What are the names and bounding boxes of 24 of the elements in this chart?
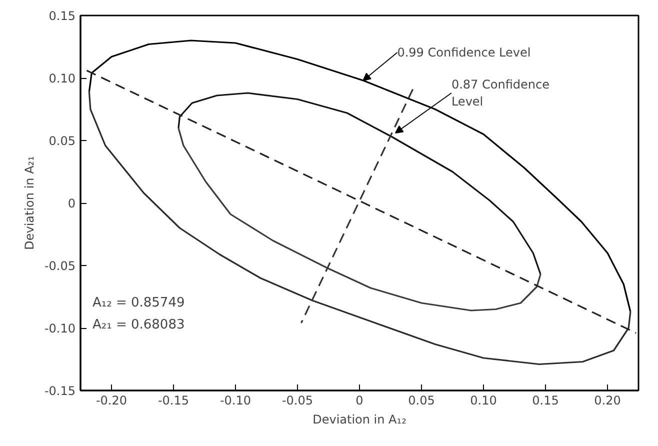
x-tick-label: -0.15 xyxy=(158,394,190,408)
x-tick-label: 0.10 xyxy=(470,394,497,408)
annotation: A₂₁ = 0.68083 xyxy=(92,318,185,332)
x-tick-label: -0.20 xyxy=(96,394,128,408)
x-tick-label: 0.05 xyxy=(408,394,435,408)
y-tick-label: 0.15 xyxy=(48,9,76,23)
x-tick-label: 0.15 xyxy=(532,394,559,408)
line-series xyxy=(88,40,632,313)
x-tick-label: 0 xyxy=(356,394,364,408)
x-tick-label: -0.10 xyxy=(220,394,252,408)
line-series xyxy=(178,92,542,276)
y-tick-label: -0.15 xyxy=(44,384,76,398)
x-axis-title: Deviation in A₁₂ xyxy=(312,412,407,426)
y-tick-label: 0 xyxy=(68,196,76,210)
y-tick-label: 0.05 xyxy=(48,134,76,148)
annotation: 0.99 Confidence Level xyxy=(397,46,531,60)
y-tick-label: -0.10 xyxy=(44,322,76,336)
y-axis-title: Deviation in A₂₁ xyxy=(22,156,36,250)
x-tick-label: -0.05 xyxy=(282,394,314,408)
annotation: 0.87 Confidence Level xyxy=(451,78,550,108)
y-tick-label: 0.10 xyxy=(48,72,76,86)
annotation: A₁₂ = 0.85749 xyxy=(92,296,185,310)
x-tick-label: 0.20 xyxy=(594,394,621,408)
y-tick-label: -0.05 xyxy=(44,259,76,273)
